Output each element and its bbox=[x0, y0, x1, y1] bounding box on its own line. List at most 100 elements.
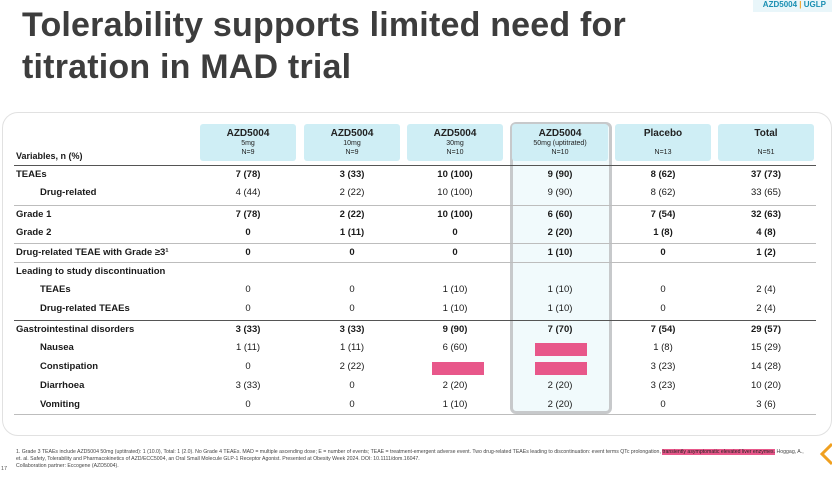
table-cell: 2 (20) bbox=[547, 227, 573, 238]
row-label: Drug-related TEAEs bbox=[40, 303, 130, 314]
column-header-name: AZD5004 bbox=[538, 128, 582, 139]
table-row: TEAEs 7 (78) 3 (33) 10 (100) 9 (90) 8 (62) 37 … bbox=[14, 165, 816, 185]
table-cell: 0 bbox=[245, 227, 251, 238]
column-header-dose: 30mg bbox=[446, 140, 464, 147]
highlight-constipation-30mg bbox=[432, 362, 484, 375]
column-header-n: N=13 bbox=[654, 149, 672, 156]
table-row: Vomiting 0 0 1 (10) 2 (20) 0 3 (6) bbox=[14, 396, 816, 415]
table-cell: 37 (73) bbox=[750, 169, 782, 180]
column-header-name: AZD5004 bbox=[226, 128, 270, 139]
table-cell: 0 bbox=[245, 303, 251, 314]
table-cell: 7 (70) bbox=[547, 324, 573, 335]
footnote-line-3: Collaboration partner: Eccogene (AZD5004… bbox=[16, 463, 119, 469]
table-row: Grade 2 0 1 (11) 0 2 (20) 1 (8) 4 (8) bbox=[14, 224, 816, 243]
column-header-dose: 50mg (uptitrated) bbox=[533, 140, 587, 147]
table-cell: 0 bbox=[349, 247, 355, 258]
table-cell: 9 (90) bbox=[547, 169, 573, 180]
product-tag: AZD5004 | UGLP bbox=[752, 0, 832, 12]
table-card bbox=[2, 112, 832, 436]
row-label: TEAEs bbox=[16, 169, 47, 180]
table-cell: 6 (60) bbox=[442, 342, 468, 353]
table-cell: 3 (33) bbox=[339, 169, 365, 180]
table-row: Grade 1 7 (78) 2 (22) 10 (100) 6 (60) 7 (54) 3… bbox=[14, 205, 816, 225]
column-header-n: N=51 bbox=[757, 149, 775, 156]
column-header: Total N=51 bbox=[718, 124, 814, 161]
column-header: Placebo N=13 bbox=[615, 124, 711, 161]
table-cell: 1 (11) bbox=[339, 342, 365, 353]
column-header-n: N=9 bbox=[345, 149, 359, 156]
table-cell: 8 (62) bbox=[650, 187, 676, 198]
row-label: Drug-related bbox=[40, 187, 97, 198]
table-cell: 2 (20) bbox=[442, 380, 468, 391]
table-row: Drug-related 4 (44) 2 (22) 10 (100) 9 (90) 8 … bbox=[14, 184, 816, 203]
table-cell: 0 bbox=[660, 247, 666, 258]
table-cell: 2 (20) bbox=[547, 380, 573, 391]
slide-title: Tolerability supports limited need for t… bbox=[22, 4, 626, 88]
row-label: Grade 1 bbox=[16, 209, 52, 220]
table-cell: 3 (6) bbox=[756, 399, 776, 410]
table-cell: 32 (63) bbox=[750, 209, 782, 220]
column-header: AZD5004 10mg N=9 bbox=[304, 124, 400, 161]
table-row: TEAEs 0 0 1 (10) 1 (10) 0 2 (4) bbox=[14, 281, 816, 300]
table-cell: 14 (28) bbox=[750, 361, 782, 372]
table-cell: 10 (100) bbox=[437, 169, 473, 180]
table-cell: 0 bbox=[349, 303, 355, 314]
table-cell: 10 (100) bbox=[437, 209, 473, 220]
table-cell: 2 (22) bbox=[339, 209, 365, 220]
table-cell: 6 (60) bbox=[547, 209, 573, 220]
column-header-name: Placebo bbox=[643, 128, 683, 139]
table-cell: 1 (10) bbox=[547, 303, 573, 314]
table-cell: 2 (22) bbox=[339, 187, 365, 198]
table-cell: 1 (10) bbox=[442, 303, 468, 314]
column-header-name: Total bbox=[754, 128, 778, 139]
table-cell: 7 (78) bbox=[235, 209, 261, 220]
footnote: 1. Grade 3 TEAEs include AZD5004 50mg (u… bbox=[16, 449, 806, 470]
table-cell: 33 (65) bbox=[750, 187, 782, 198]
highlight-nausea-50mg bbox=[535, 343, 587, 356]
table-cell: 1 (10) bbox=[442, 399, 468, 410]
tag-left: AZD5004 bbox=[762, 0, 798, 9]
row-label: Grade 2 bbox=[16, 227, 52, 238]
column-header-dose bbox=[718, 139, 814, 148]
table-cell: 0 bbox=[349, 284, 355, 295]
row-label: Gastrointestinal disorders bbox=[16, 324, 135, 335]
table-cell: 29 (57) bbox=[750, 324, 782, 335]
column-header: AZD5004 30mg N=10 bbox=[407, 124, 503, 161]
table-cell: 1 (11) bbox=[339, 227, 365, 238]
table-cell: 4 (8) bbox=[756, 227, 776, 238]
table-cell: 1 (10) bbox=[442, 284, 468, 295]
column-header-n: N=10 bbox=[446, 149, 464, 156]
title-line-2: titration in MAD trial bbox=[22, 48, 352, 86]
table-cell: 9 (90) bbox=[442, 324, 468, 335]
column-header-name: AZD5004 bbox=[330, 128, 374, 139]
table-cell: 0 bbox=[245, 361, 251, 372]
column-header: AZD5004 50mg (uptitrated) N=10 bbox=[512, 124, 608, 161]
variables-label: Variables, n (%) bbox=[16, 151, 83, 161]
column-header-name: AZD5004 bbox=[433, 128, 477, 139]
tag-right: UGLP bbox=[803, 0, 826, 9]
table-cell: 0 bbox=[245, 399, 251, 410]
table-bottom-rule bbox=[14, 414, 816, 415]
column-header-dose: 5mg bbox=[241, 140, 255, 147]
table-cell: 0 bbox=[452, 227, 458, 238]
page-number: 17 bbox=[1, 466, 8, 472]
table-row: Leading to study discontinuation bbox=[14, 262, 816, 282]
footnote-part-1: 1. Grade 3 TEAEs include AZD5004 50mg (u… bbox=[16, 449, 661, 455]
row-label: Diarrhoea bbox=[40, 380, 85, 391]
table-cell: 0 bbox=[452, 247, 458, 258]
table-cell: 0 bbox=[245, 284, 251, 295]
footnote-highlight: transiently asymptomatic elevated liver … bbox=[662, 449, 776, 455]
table-cell: 3 (23) bbox=[650, 380, 676, 391]
column-header-n: N=10 bbox=[551, 149, 569, 156]
table-cell: 15 (29) bbox=[750, 342, 782, 353]
column-header-dose bbox=[615, 139, 711, 148]
table-cell: 10 (100) bbox=[437, 187, 473, 198]
table-row: Drug-related TEAE with Grade ≥3¹ 0 0 0 1 (10… bbox=[14, 243, 816, 263]
table-cell: 4 (44) bbox=[235, 187, 261, 198]
table-cell: 3 (33) bbox=[235, 324, 261, 335]
table-cell: 1 (2) bbox=[756, 247, 776, 258]
table-cell: 1 (10) bbox=[547, 247, 573, 258]
table-cell: 1 (8) bbox=[653, 227, 673, 238]
title-line-1: Tolerability supports limited need for bbox=[22, 6, 626, 44]
